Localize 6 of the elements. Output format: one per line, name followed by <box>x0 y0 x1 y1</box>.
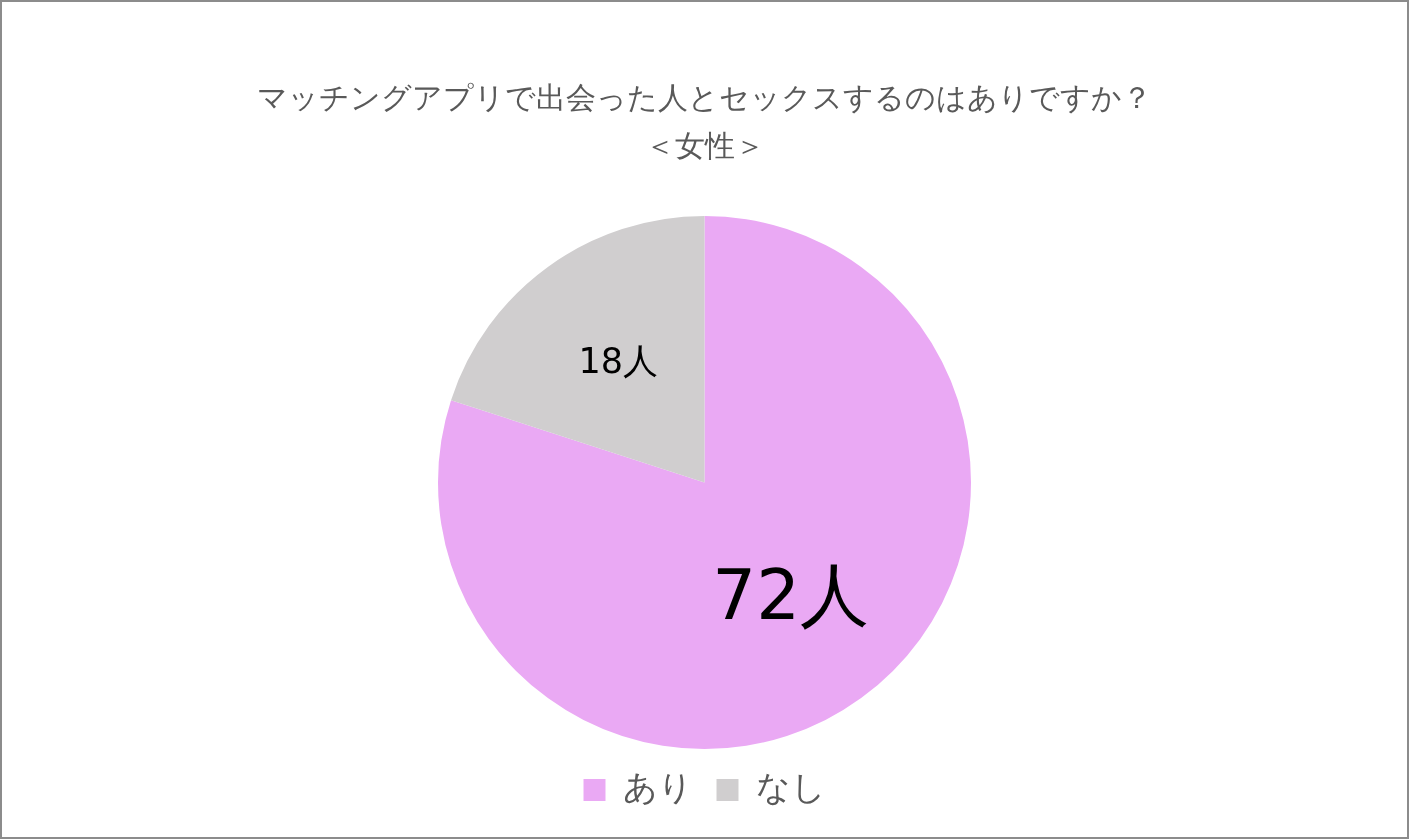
legend-label: なし <box>755 766 826 807</box>
data-label: 18人 <box>578 341 659 382</box>
legend-label: あり <box>622 766 693 807</box>
data-label: 72人 <box>712 555 870 635</box>
chart-title: マッチングアプリで出会った人とセックスするのはありですか？ <box>257 79 1152 115</box>
chart-subtitle: ＜女性＞ <box>644 127 765 163</box>
